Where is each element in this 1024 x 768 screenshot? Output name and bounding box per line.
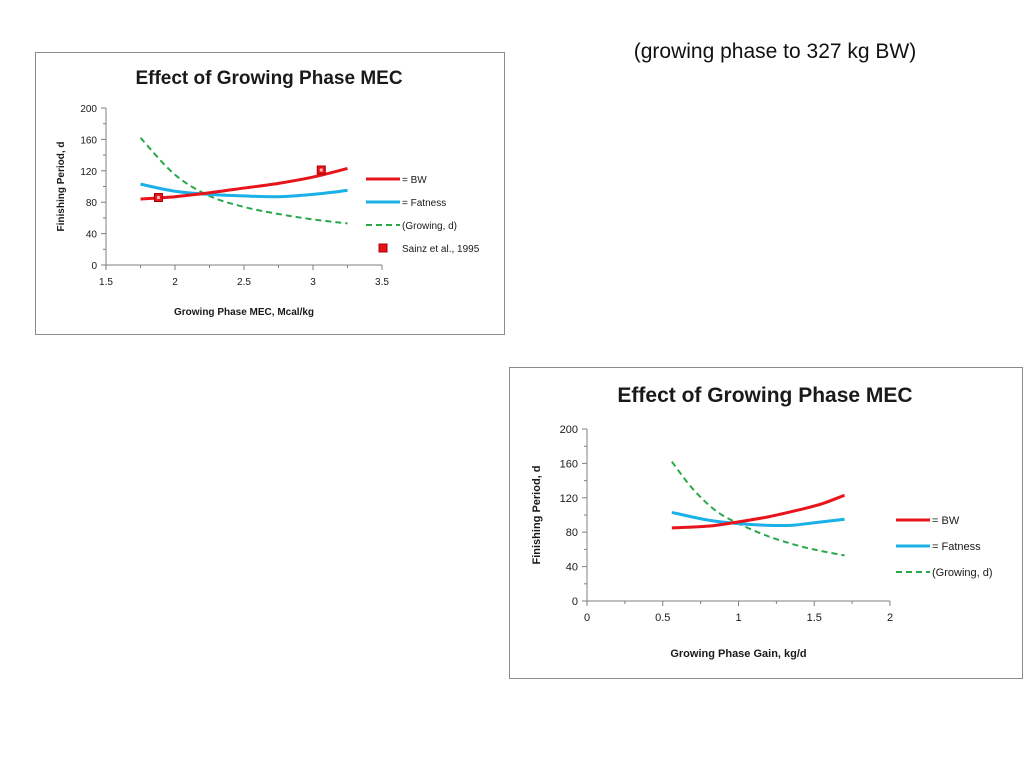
chart-mec-xtick-label: 2 [172, 277, 178, 288]
chart-mec-series-bw [140, 166, 348, 201]
chart-mec-ytick-label: 120 [80, 167, 97, 178]
chart-mec-ytick-label: 200 [80, 104, 97, 115]
chart-gain-xtick-label: 0.5 [655, 612, 670, 624]
chart-gain-xtick-label: 2 [887, 612, 893, 624]
chart-gain-xlabel: Growing Phase Gain, kg/d [670, 648, 806, 660]
chart-mec-ytick-label: 80 [86, 198, 98, 209]
chart-mec-legend-marker-sainz [378, 243, 388, 253]
chart-mec-legend-label-growing: (Growing, d) [402, 221, 457, 232]
chart-mec-ytick-label: 40 [86, 230, 98, 241]
chart-mec-ylabel: Finishing Period, d [56, 142, 67, 232]
chart-gain-ytick-label: 120 [560, 493, 578, 505]
chart-mec-ytick-label: 0 [91, 261, 97, 272]
chart-gain-svg: Effect of Growing Phase MEC0408012016020… [531, 384, 993, 660]
chart-mec-point-sainz-inner [156, 195, 160, 199]
chart-gain: Effect of Growing Phase MEC 0 40 80 120 160 20… [509, 367, 1023, 679]
chart-mec-xtick-label: 2.5 [237, 277, 251, 288]
chart-mec-point-sainz-inner [319, 168, 323, 172]
chart-gain-ytick-label: 80 [566, 527, 578, 539]
chart-mec-title: Effect of Growing Phase MEC [135, 68, 402, 89]
chart-mec-legend-label-sainz: Sainz et al., 1995 [402, 244, 480, 255]
chart-mec-xtick-label: 3 [310, 277, 316, 288]
chart-gain-title: Effect of Growing Phase MEC [617, 384, 912, 407]
chart-mec-series-fatness [140, 182, 348, 199]
chart-mec-xlabel: Growing Phase MEC, Mcal/kg [174, 307, 314, 318]
chart-gain-xtick-label: 0 [584, 612, 590, 624]
chart-gain-legend-label-growing: (Growing, d) [932, 567, 993, 579]
chart-gain-ytick-label: 200 [560, 424, 578, 436]
chart-mec-series-growing [139, 137, 348, 225]
chart-mec-legend-label-fatness: = Fatness [402, 198, 446, 209]
chart-gain-series-bw [671, 493, 846, 530]
chart-mec-legend-label-bw: = BW [402, 175, 427, 186]
chart-gain-xtick-label: 1.5 [807, 612, 822, 624]
chart-gain-ylabel: Finishing Period, d [531, 466, 543, 565]
chart-mec: Effect of Growing Phase MEC 0 40 80 120 160 20… [35, 52, 505, 335]
chart-gain-series-fatness [671, 510, 845, 528]
chart-gain-ytick-label: 0 [572, 596, 578, 608]
slide-title: (growing phase to 327 kg BW) [633, 40, 917, 63]
chart-mec-xtick-label: 1.5 [99, 277, 113, 288]
chart-gain-xtick-label: 1 [735, 612, 741, 624]
chart-mec-xtick-label: 3.5 [375, 277, 389, 288]
chart-gain-series-growing [671, 461, 845, 557]
chart-gain-ytick-label: 40 [566, 562, 578, 574]
chart-gain-ytick-label: 160 [560, 458, 578, 470]
chart-gain-legend-label-bw: = BW [932, 515, 960, 527]
chart-mec-ytick-label: 160 [80, 135, 97, 146]
chart-mec-svg: Effect of Growing Phase MEC 0 40 80 120 160 20… [56, 68, 480, 318]
chart-gain-legend-label-fatness: = Fatness [932, 541, 981, 553]
